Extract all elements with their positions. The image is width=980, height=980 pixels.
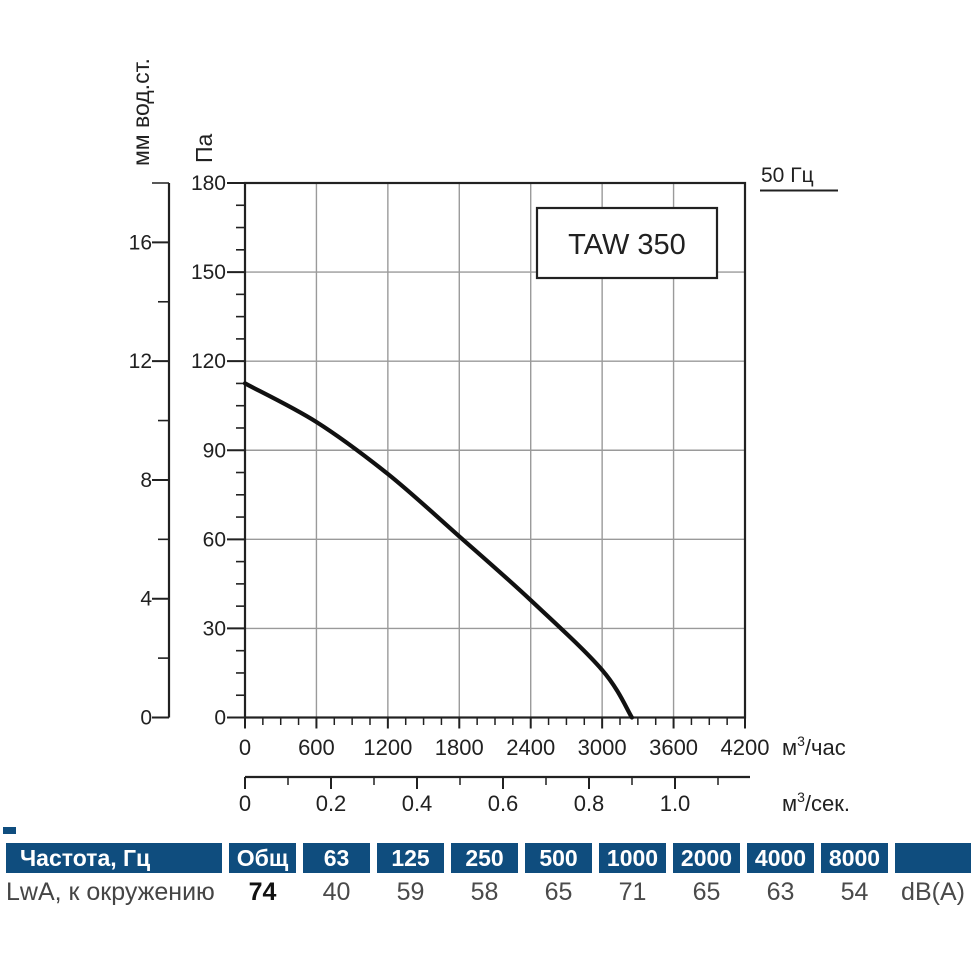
pa-tick-label: 0 (214, 707, 226, 730)
mm-tick-label: 4 (140, 588, 152, 611)
table-corner-mark (3, 827, 16, 834)
sound-level-value: 40 (322, 878, 351, 906)
freq-header-cell (895, 843, 971, 873)
freq-header-cell: 1000 (599, 843, 666, 873)
freq-header-cell: 125 (377, 843, 444, 873)
pa-tick-label: 120 (191, 350, 226, 373)
table-row-label: LwA, к окружению (6, 878, 215, 906)
hour-axis: 0 600 1200 1800 2400 3000 3600 4200 м3/час (239, 717, 846, 760)
freq-header-cell: Общ (229, 843, 296, 873)
hour-tick-label: 2400 (506, 735, 555, 760)
hour-tick-label: 3600 (649, 735, 698, 760)
sec-tick-label: 0.6 (488, 791, 519, 816)
freq-header-cell: 8000 (821, 843, 888, 873)
hour-tick-label: 0 (239, 735, 251, 760)
sec-tick-label: 1.0 (660, 791, 691, 816)
hour-axis-unit: м3/час (782, 733, 846, 760)
freq-header-cell: 2000 (673, 843, 740, 873)
sec-tick-label: 0.4 (402, 791, 433, 816)
model-label: TAW 350 (568, 229, 686, 261)
hour-tick-label: 600 (298, 735, 335, 760)
hour-tick-label: 4200 (721, 735, 770, 760)
pressure-curve (242, 381, 634, 720)
freq-header-cell: 500 (525, 843, 592, 873)
sound-level-table: Частота, Гц Общ 63 125 250 500 1000 2000 4000 800… (6, 843, 974, 907)
sound-level-value: 54 (840, 878, 869, 906)
fan-curve-chart: 0 30 60 90 120 150 180 Па 0 4 8 12 16 мм вод.ст. 0 600 1… (128, 58, 850, 816)
sound-level-value: 58 (470, 878, 499, 906)
pa-axis: 0 30 60 90 120 150 180 Па (191, 133, 245, 730)
sound-level-value: 63 (766, 878, 795, 906)
mm-tick-label: 0 (140, 707, 152, 730)
sound-level-value: 74 (248, 878, 277, 906)
sec-tick-label: 0.2 (316, 791, 347, 816)
freq-header-cell: 250 (451, 843, 518, 873)
sec-axis: 0 0.2 0.4 0.6 0.8 1.0 м3/сек. (239, 775, 850, 816)
mm-tick-label: 8 (140, 469, 152, 492)
pa-tick-label: 150 (191, 261, 226, 284)
sec-tick-label: 0.8 (574, 791, 605, 816)
sec-axis-unit: м3/сек. (782, 789, 850, 816)
mm-tick-label: 16 (129, 231, 152, 254)
pa-tick-label: 60 (203, 528, 226, 551)
model-label-box (535, 206, 719, 280)
frequency-label: 50 Гц (761, 164, 814, 187)
hour-tick-label: 3000 (578, 735, 627, 760)
mm-axis: 0 4 8 12 16 мм вод.ст. (128, 58, 171, 730)
freq-header-cell: 63 (303, 843, 370, 873)
hour-tick-label: 1200 (363, 735, 412, 760)
mm-axis-title: мм вод.ст. (128, 58, 154, 166)
sound-level-value: 65 (544, 878, 573, 906)
mm-tick-label: 12 (129, 350, 152, 373)
unit-cell: dB(A) (901, 878, 965, 906)
sec-tick-label: 0 (239, 791, 251, 816)
pa-tick-label: 30 (203, 617, 226, 640)
pa-axis-title: Па (191, 133, 217, 163)
sound-level-value: 65 (692, 878, 721, 906)
freq-header-label-cell: Частота, Гц (6, 843, 222, 873)
sound-level-value: 59 (396, 878, 425, 906)
hour-tick-label: 1800 (435, 735, 484, 760)
pa-tick-label: 180 (191, 172, 226, 195)
freq-header-cell: 4000 (747, 843, 814, 873)
sound-level-value: 71 (618, 878, 647, 906)
pa-tick-label: 90 (203, 439, 226, 462)
